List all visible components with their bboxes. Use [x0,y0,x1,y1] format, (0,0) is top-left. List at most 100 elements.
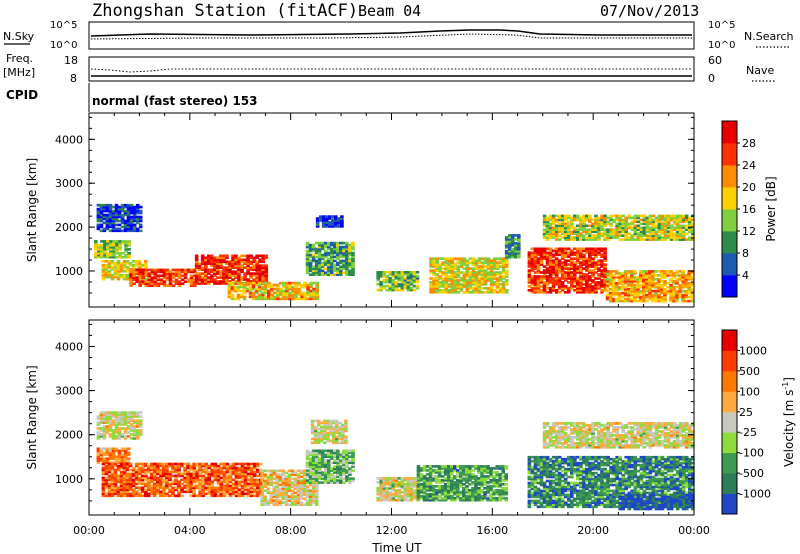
data-cell [527,279,532,282]
data-cell [201,470,205,474]
data-cell [144,492,148,496]
data-cell [197,266,202,269]
data-cell [606,234,610,237]
data-cell [438,289,442,292]
data-cell [678,270,682,273]
data-cell [147,466,151,470]
data-cell [527,257,532,260]
data-cell [207,486,212,490]
data-cell [177,464,181,468]
data-cell [279,281,283,285]
data-cell [468,271,473,274]
data-cell [385,489,389,492]
data-cell [605,285,610,289]
data-cell [486,271,491,274]
data-cell [675,293,679,297]
data-cell [110,478,115,482]
data-cell [302,469,307,473]
data-cell [654,293,658,297]
data-cell [272,471,277,475]
data-cell [603,281,607,284]
data-cell [480,277,485,280]
data-cell [165,270,170,274]
data-cell [180,488,184,492]
data-cell [603,216,607,220]
data-cell [138,270,142,274]
data-cell [97,255,101,259]
data-cell [252,482,257,486]
data-cell [548,259,553,262]
data-cell [266,487,271,490]
data-cell [240,492,245,496]
data-cell [165,274,170,278]
data-cell [648,230,653,233]
data-cell [177,480,181,484]
data-cell [115,244,119,247]
data-cell [135,205,140,209]
data-cell [351,257,355,261]
data-cell [468,273,473,276]
data-cell [159,490,163,494]
data-cell [110,482,115,486]
data-cell [107,488,112,492]
data-cell [264,270,269,273]
data-cell [171,466,175,470]
data-cell [257,289,262,293]
data-cell [125,494,130,498]
data-cell [403,286,408,290]
data-cell [582,287,586,290]
data-cell [334,225,338,228]
data-cell [588,236,592,239]
data-cell [588,218,592,222]
data-cell [257,297,262,301]
data-cell [174,486,178,490]
data-cell [270,289,274,293]
data-cell [648,282,652,285]
data-cell [379,485,383,488]
data-cell [116,464,121,468]
data-cell [272,481,277,485]
data-cell [323,249,328,253]
data-cell [477,285,482,288]
data-cell [162,466,166,470]
data-cell [483,287,488,290]
data-cell [480,275,485,278]
data-cell [183,274,188,278]
data-cell [150,480,154,484]
data-cell [236,293,241,297]
data-cell [545,238,550,241]
data-cell [94,251,98,255]
data-cell [302,503,307,506]
data-cell [419,487,424,490]
data-cell [385,481,389,484]
data-cell [609,218,613,222]
data-cell [296,497,301,500]
data-cell [536,267,541,270]
data-cell [219,468,224,472]
data-cell [140,490,145,494]
data-cell [108,451,113,455]
data-cell [317,463,322,466]
data-cell [219,470,224,474]
data-cell [260,477,264,481]
data-cell [299,501,304,504]
data-cell [379,282,383,286]
data-cell [99,217,104,221]
data-cell [336,263,340,267]
data-cell [153,490,157,494]
data-cell [122,464,127,468]
data-cell [567,273,571,276]
data-cell [639,236,644,239]
data-cell [573,253,577,257]
data-cell [428,483,433,486]
data-cell [432,289,436,292]
data-cell [222,494,227,498]
data-cell [323,273,328,276]
data-cell [554,218,559,222]
data-cell [345,475,349,478]
data-cell [105,461,110,464]
data-cell [480,263,485,266]
data-cell [588,228,592,231]
data-cell [162,282,167,285]
data-cell [290,503,295,506]
